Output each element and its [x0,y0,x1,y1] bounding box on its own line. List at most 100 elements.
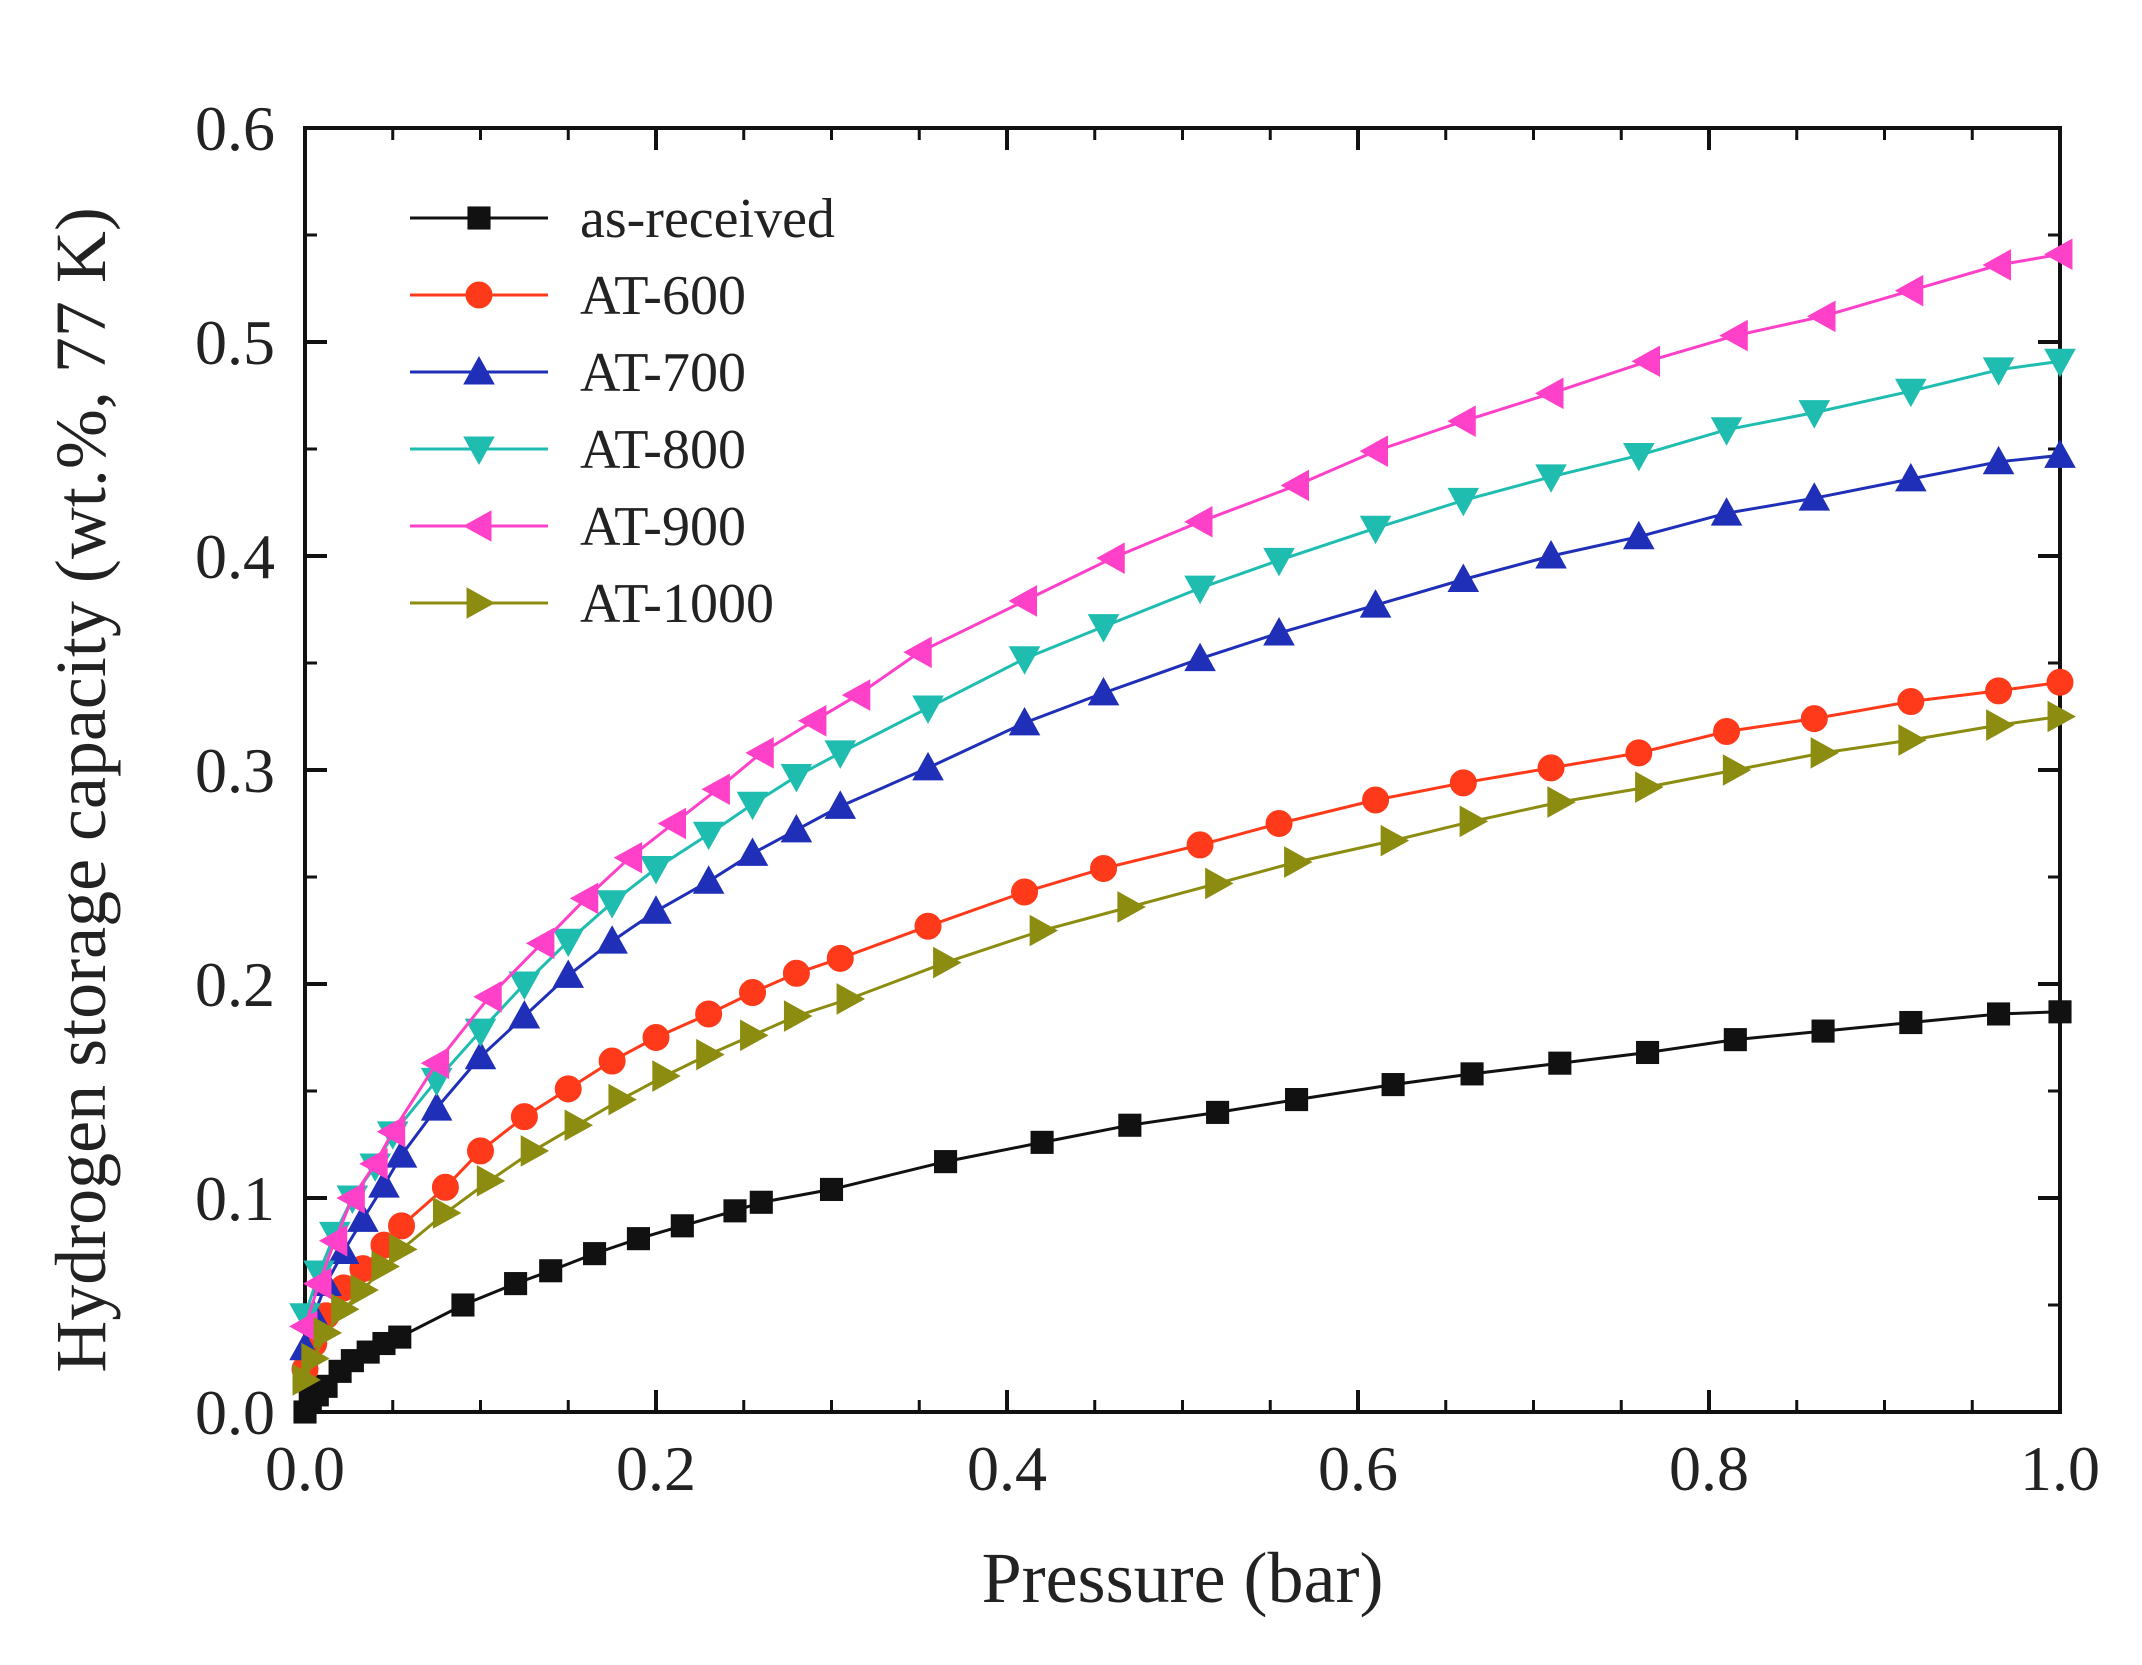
data-point-at-800 [508,971,541,1000]
data-point-at-900 [1008,585,1038,617]
data-point-at-700 [1798,482,1831,511]
data-point-at-800 [1447,487,1480,517]
data-point-at-1000 [1459,805,1489,838]
data-point-at-600 [1713,717,1741,745]
data-point-at-800 [1895,378,1927,408]
data-point-at-800 [1008,646,1041,675]
data-point-at-1000 [783,1000,813,1032]
data-point-at-900 [303,1267,332,1300]
data-point-as-received [670,1214,694,1238]
series-as-received [293,1000,2072,1424]
data-point-at-900 [1280,469,1310,502]
x-tick-label: 0.8 [1669,1433,1749,1504]
data-point-as-received [723,1199,747,1223]
legend-marker [463,356,495,385]
data-point-at-600 [1090,854,1118,882]
data-point-at-600 [1265,810,1293,837]
data-point-at-800 [1263,547,1295,577]
data-point-at-1000 [331,1293,360,1326]
data-point-at-600 [1011,878,1039,906]
data-point-at-700 [1008,706,1041,736]
data-point-at-600 [598,1047,626,1075]
y-tick-label: 0.0 [195,1377,275,1448]
x-tick-label: 1.0 [2020,1433,2100,1504]
data-point-at-600 [1537,754,1565,782]
data-point-at-900 [1184,505,1213,538]
legend-label: AT-1000 [580,573,774,635]
data-point-at-600 [1362,786,1390,814]
legend-marker [465,281,493,309]
legend-label: AT-600 [580,265,746,327]
data-point-at-600 [1186,831,1214,859]
x-tick-label: 0.4 [967,1433,1047,1504]
data-point-at-1000 [1547,786,1576,818]
data-point-at-900 [1807,300,1836,333]
data-point-as-received [1636,1040,1660,1065]
series-line-at-600 [303,680,2061,1370]
data-point-at-800 [912,695,944,724]
data-point-at-700 [385,1139,418,1168]
series-layer [289,238,2076,1424]
data-point-at-700 [1710,497,1743,526]
data-point-at-900 [1359,435,1389,467]
data-point-at-800 [464,1018,497,1048]
data-point-as-received [626,1227,651,1251]
data-point-at-600 [2046,668,2074,696]
data-point-at-600 [554,1075,582,1103]
data-point-at-800 [2044,348,2076,378]
data-point-at-1000 [1380,824,1410,857]
y-tick-label: 0.5 [195,307,275,378]
x-tick-label: 0.6 [1318,1433,1398,1504]
data-point-at-800 [1535,464,1567,493]
data-point-at-900 [657,807,687,840]
data-point-at-1000 [564,1109,594,1142]
data-point-at-700 [464,1040,497,1070]
legend-item-at-700: AT-700 [410,342,746,404]
data-point-at-1000 [1898,724,1927,756]
data-point-at-1000 [1986,709,2015,741]
data-point-at-900 [1535,377,1564,410]
data-point-at-700 [420,1092,453,1121]
data-point-as-received [819,1177,844,1201]
data-point-at-900 [797,704,827,737]
data-point-at-700 [692,865,725,894]
data-point-at-900 [1447,405,1476,437]
legend-marker [463,436,495,465]
data-point-at-800 [780,763,813,793]
data-point-at-600 [1985,677,2013,705]
data-point-at-800 [736,791,769,821]
data-point-at-900 [1894,274,1924,307]
y-tick-label: 0.4 [195,521,275,592]
data-point-at-700 [736,837,769,866]
y-axis-title: Hydrogen storage capacity (wt.%, 77 K) [41,207,121,1373]
data-point-as-received [934,1150,958,1174]
data-point-at-900 [613,841,643,874]
data-point-at-900 [1631,345,1661,378]
legend-marker [466,587,495,619]
data-point-at-1000 [292,1364,321,1396]
data-point-at-900 [525,927,555,960]
data-point-at-700 [347,1203,379,1232]
data-point-at-800 [692,821,725,851]
data-point-at-700 [1184,642,1216,672]
data-point-as-received [1285,1088,1309,1112]
legend-marker [463,510,492,542]
legend-item-at-1000: AT-1000 [410,573,774,635]
data-point-at-700 [1535,540,1567,569]
data-point-at-1000 [1284,846,1313,878]
legend-item-as-received: as-received [410,188,835,250]
legend-item-at-900: AT-900 [410,496,746,558]
series-line-as-received [303,1010,2061,1413]
data-point-at-700 [1359,589,1392,618]
data-point-at-900 [359,1147,388,1180]
y-tick-label: 0.3 [195,735,275,806]
data-point-at-800 [640,855,672,885]
legend-marker [467,206,491,230]
y-tick-label: 0.2 [195,949,275,1020]
data-point-at-700 [552,959,585,988]
data-point-at-1000 [836,983,866,1015]
legend-label: AT-700 [580,342,746,404]
data-point-at-1000 [1029,914,1059,947]
data-point-at-800 [1359,515,1392,545]
data-point-as-received [1899,1010,1923,1035]
